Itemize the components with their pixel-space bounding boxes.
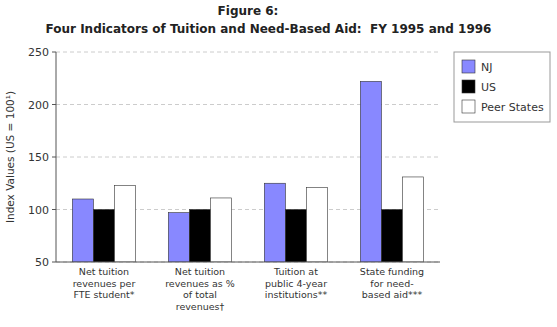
bar [115, 185, 136, 262]
bar [381, 210, 402, 263]
legend-swatch [462, 80, 475, 93]
legend-swatch [462, 60, 475, 73]
tick-label: 150 [28, 151, 49, 164]
tick-label: 250 [28, 46, 49, 59]
tick-label: 200 [28, 99, 49, 112]
x-axis [56, 262, 440, 263]
legend-frame [454, 52, 550, 122]
y-axis-label: Index Values (US = 100¹) [4, 91, 16, 223]
grid [56, 52, 440, 262]
grid-line [56, 104, 440, 105]
bar [403, 177, 424, 262]
bar [189, 210, 210, 263]
category-label: State fundingfor need-based aid*** [360, 266, 424, 300]
bar [307, 187, 328, 262]
bar [285, 210, 306, 263]
bars [72, 81, 423, 262]
bar [72, 199, 93, 262]
category-label: Tuition atpublic 4-yearinstitutions** [265, 266, 328, 300]
chart: Figure 6: Four Indicators of Tuition and … [0, 0, 557, 327]
tick-mark [52, 157, 56, 158]
title: Figure 6: [218, 4, 279, 18]
legend-label: NJ [481, 61, 492, 74]
category-label: Net tuitionrevenues perFTE student* [73, 266, 136, 300]
bar [168, 213, 189, 262]
legend: NJ US Peer States [454, 52, 550, 122]
legend-label: US [481, 81, 496, 94]
category-label: Net tuitionrevenues as %of totalrevenues… [165, 266, 235, 312]
bar [264, 183, 285, 262]
tick-mark [52, 262, 56, 263]
grid-line [56, 157, 440, 158]
legend-swatch [462, 100, 475, 113]
tick-label: 50 [35, 256, 49, 269]
tick-label: 100 [28, 204, 49, 217]
y-axis [56, 52, 57, 262]
bar [93, 210, 114, 263]
bar [211, 198, 232, 262]
legend-label: Peer States [481, 101, 544, 114]
tick-mark [52, 104, 56, 105]
grid-line [56, 52, 440, 53]
subtitle: Four Indicators of Tuition and Need-Base… [46, 22, 492, 36]
tick-mark [52, 52, 56, 53]
tick-mark [52, 209, 56, 210]
bar [360, 81, 381, 262]
grid-line [56, 262, 440, 263]
